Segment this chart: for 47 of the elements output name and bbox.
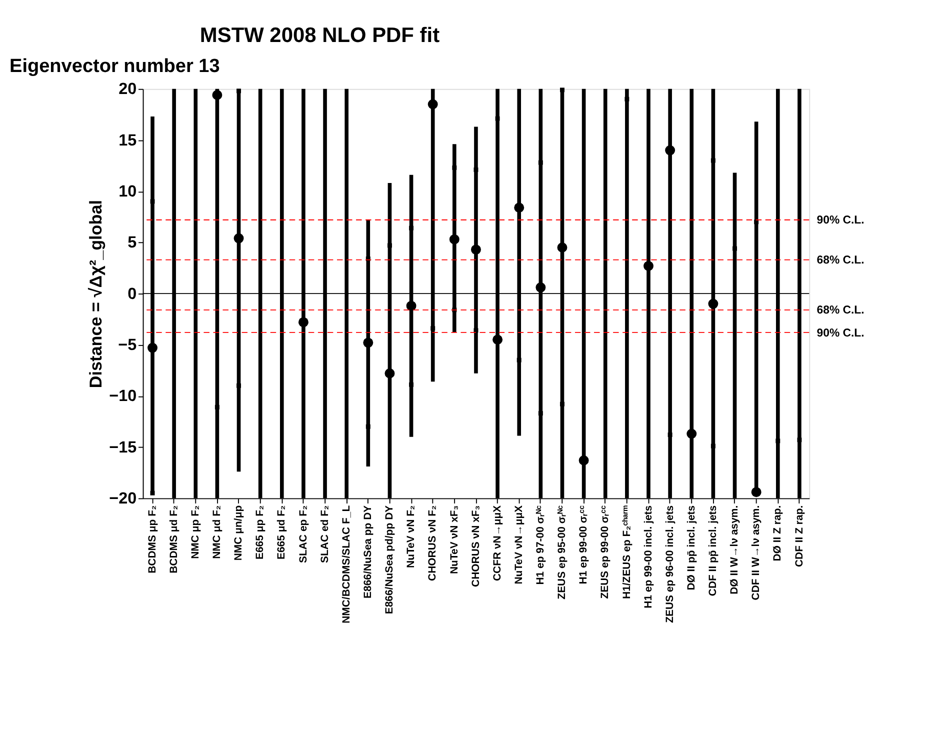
x-tick-label: CHORUS νN xF₃ (470, 505, 482, 587)
x-tick-label: DØ II pp̄ incl. jets (686, 505, 698, 590)
x-tick-label: SLAC ep F₂ (298, 505, 310, 563)
y-tick-label: 15 (118, 131, 137, 150)
x-tick-label: E665 μd F₂ (276, 505, 288, 560)
x-tick-label: SLAC ed F₂ (320, 505, 331, 563)
x-tick-label: NuTeV νN xF₃ (449, 505, 460, 574)
y-tick-label: 20 (118, 80, 137, 98)
y-tick-label: −20 (109, 489, 137, 508)
x-tick-label: CDF II W→lν asym. (751, 505, 762, 600)
x-tick-label: ZEUS ep 96-00 incl. jets (664, 505, 676, 623)
y-tick-label: 5 (128, 234, 137, 252)
x-tick-label: NuTeV νN F₂ (406, 505, 418, 568)
x-tick-label: NMC μd F₂ (212, 505, 224, 559)
chart-title: MSTW 2008 NLO PDF fit (200, 24, 440, 48)
ref-line-label: 68% C.L. (816, 304, 864, 317)
y-tick-label: −5 (118, 336, 137, 354)
x-tick-label: E866/NuSea pd/pp DY (384, 505, 396, 614)
ref-line-label: 68% C.L. (816, 254, 864, 267)
y-tick-label: 10 (118, 182, 137, 200)
x-tick-label: DØ II Z rap. (772, 505, 784, 562)
x-tick-label: NMC/BCDMS/SLAC F_L (341, 504, 352, 624)
y-tick-label: 0 (128, 284, 137, 303)
x-tick-label: BCDMS μp F₂ (147, 505, 158, 574)
y-tick-label: −10 (109, 387, 137, 406)
x-tick-label: ZEUS ep 99-00 σᵣᶜᶜ (600, 505, 612, 599)
x-tick-label: ZEUS ep 95-00 σᵣᴺᶜ (557, 505, 568, 600)
x-tick-label: NMC μn/μp (234, 505, 245, 561)
x-tick-label: BCDMS μd F₂ (168, 505, 180, 574)
y-axis-title: Distance = √Δχ²_global (86, 200, 106, 388)
x-tick-label: H1/ZEUS ep F₂ᶜʰᵃʳᵐ (622, 505, 633, 599)
ref-line-label: 90% C.L. (816, 214, 864, 227)
y-tick-label: −15 (109, 438, 137, 456)
x-tick-label: CCFR νN→μμX (492, 505, 504, 582)
x-tick-label: H1 ep 99-00 incl. jets (643, 505, 654, 608)
x-tick-label: CHORUS νN F₂ (428, 505, 439, 581)
x-tick-label: NuTeV νN→μμX (514, 505, 525, 584)
x-tick-label: DØ II W→lν asym. (730, 505, 741, 594)
x-tick-label: NMC μp F₂ (190, 505, 202, 559)
x-tick-label: E866/NuSea pp DY (363, 505, 374, 598)
x-tick-label: CDF II Z rap. (794, 505, 806, 568)
x-tick-label: CDF II pp̄ incl. jets (708, 505, 720, 596)
ref-line-label: 90% C.L. (816, 327, 864, 340)
text: Eigenvector number 13 (10, 56, 220, 77)
x-tick-label: E665 μp F₂ (255, 505, 266, 560)
x-tick-label: H1 ep 97-00 σᵣᴺᶜ (536, 505, 547, 585)
x-tick-label: H1 ep 99-00 σᵣᶜᶜ (578, 505, 590, 584)
